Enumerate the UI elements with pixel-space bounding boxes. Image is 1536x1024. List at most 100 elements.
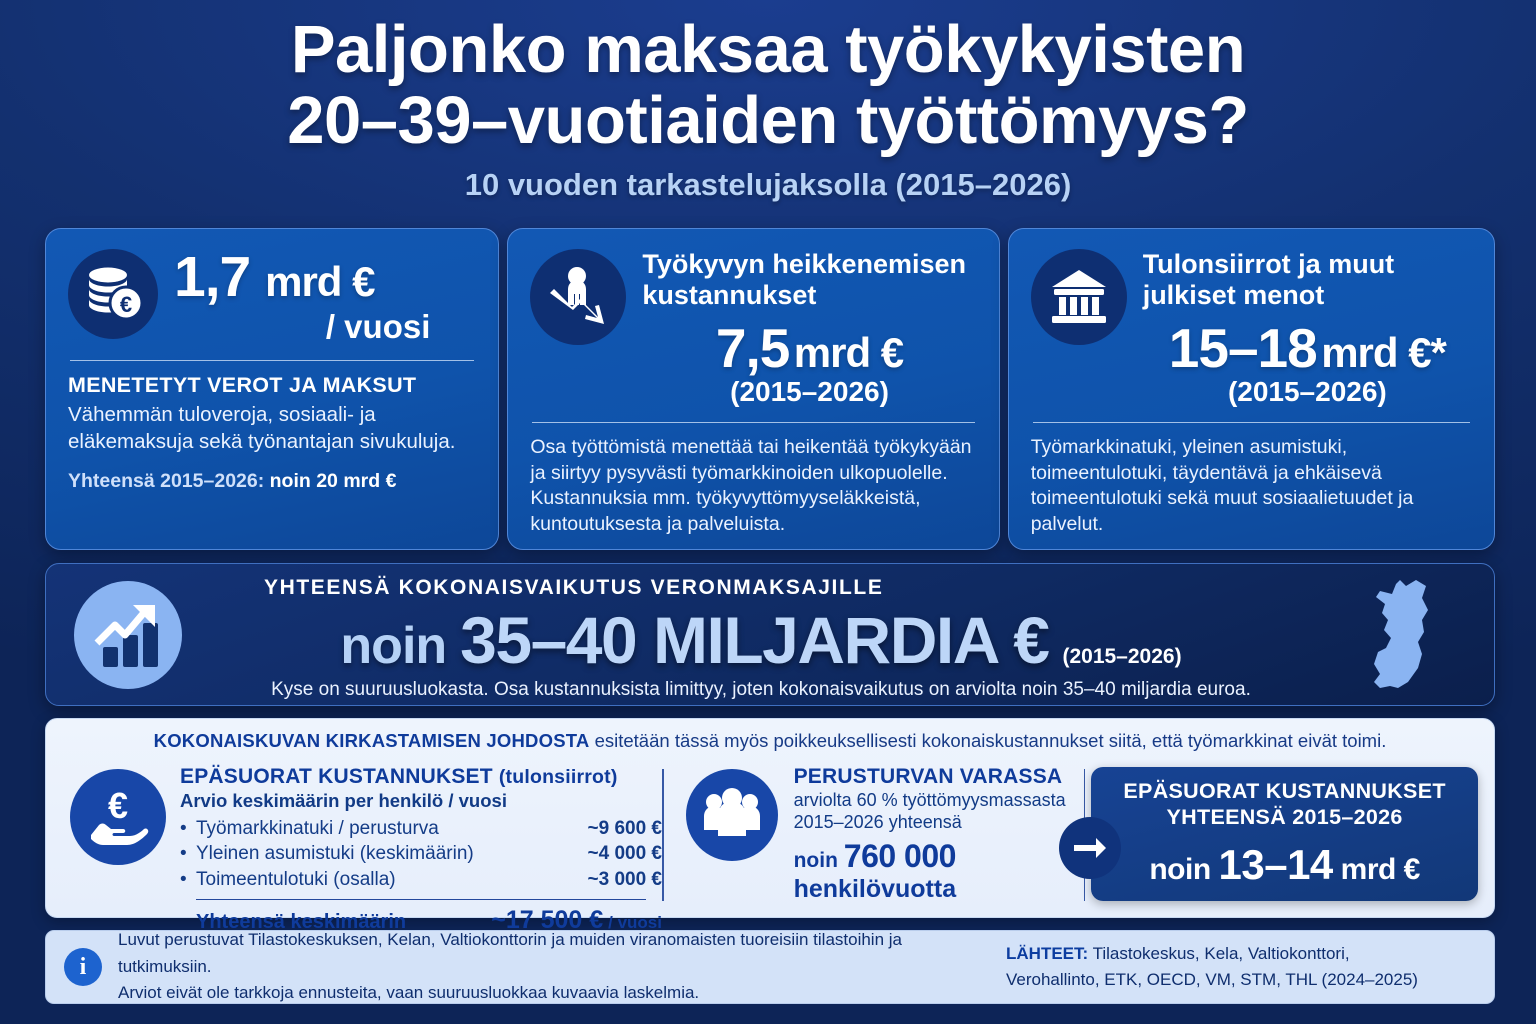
block-sub-1: arviolta 60 % työttömyysmassasta: [793, 790, 1066, 810]
summary-label: Yhteensä 2015–2026:: [68, 470, 265, 493]
indirect-costs-panel: KOKONAISKUVAN KIRKASTAMISEN JOHDOSTA esi…: [45, 718, 1495, 934]
coin-stack-euro-icon: €: [68, 249, 158, 339]
bullet-icon: •: [180, 818, 187, 839]
box-amount-line: noin 13–14 mrd €: [1149, 841, 1420, 889]
arrow-right-icon: [1059, 817, 1122, 879]
card-header: € 1,7 mrd € / vuosi: [68, 249, 476, 346]
list-item: • Yleinen asumistuki (keskimäärin) ~4 00…: [180, 841, 662, 866]
card-figure: Työkyvyn heikkenemisen kustannukset 7,5 …: [642, 249, 976, 408]
row-value: ~4 000 €: [587, 843, 663, 865]
banner-years: (2015–2026): [1062, 645, 1182, 668]
divider: [70, 360, 475, 362]
footer-disclaimer: Luvut perustuvat Tilastokeskuksen, Kelan…: [118, 927, 990, 1006]
banner-kicker: YHTEENSÄ KOKONAISVAIKUTUS VERONMAKSAJILL…: [264, 576, 884, 599]
person-declining-arrow-icon: [530, 249, 627, 345]
amount-unit: mrd €*: [1321, 328, 1447, 376]
headcount-noin: noin: [793, 849, 838, 872]
card-figure: Tulonsiirrot ja muut julkiset menot 15–1…: [1143, 249, 1472, 408]
page-title: Paljonko maksaa työkykyisten 20–39–vuoti…: [0, 0, 1536, 156]
amount-line: 1,7 mrd €: [174, 249, 476, 306]
box-title-line-2: YHTEENSÄ 2015–2026: [1166, 804, 1403, 829]
growth-chart-arrow-icon: [74, 581, 182, 689]
amount-line: 7,5 mrd €: [642, 316, 976, 380]
row-value: ~9 600 €: [587, 818, 663, 839]
card-label: MENETETYT VEROT JA MAKSUT: [68, 373, 417, 398]
stat-card-transfers: Tulonsiirrot ja muut julkiset menot 15–1…: [1007, 228, 1495, 550]
panel-note: KOKONAISKUVAN KIRKASTAMISEN JOHDOSTA esi…: [62, 730, 1478, 752]
people-group-icon: [685, 769, 778, 861]
banner-content: YHTEENSÄ KOKONAISVAIKUTUS VERONMAKSAJILL…: [196, 576, 1326, 701]
list-item: • Työmarkkinatuki / perusturva ~9 600 €: [180, 816, 662, 841]
total-impact-banner: YHTEENSÄ KOKONAISVAIKUTUS VERONMAKSAJILL…: [45, 563, 1495, 706]
svg-text:€: €: [120, 292, 132, 317]
stat-card-work-ability: Työkyvyn heikkenemisen kustannukset 7,5 …: [507, 228, 1000, 550]
footer-sources-text: LÄHTEET: Tilastokeskus, Kela, Valtiokont…: [1006, 941, 1476, 994]
banner-noin: noin: [340, 617, 447, 675]
stat-card-row: € 1,7 mrd € / vuosi MENETETYT VEROT JA M…: [45, 228, 1495, 550]
amount-value: 15–18: [1168, 316, 1318, 379]
basic-security-block: PERUSTURVAN VARASSA arviolta 60 % työttö…: [664, 765, 1084, 911]
card-title: Työkyvyn heikkenemisen kustannukset: [642, 249, 967, 311]
box-noin: noin: [1149, 853, 1211, 887]
euro-hand-icon: €: [70, 769, 166, 865]
amount-unit: mrd €: [265, 258, 375, 305]
card-title: Tulonsiirrot ja muut julkiset menot: [1142, 249, 1395, 311]
banner-note: Kyse on suuruusluokasta. Osa kustannuksi…: [271, 679, 1251, 700]
total-row: Yhteensä keskimäärin ~17 500 € / vuosi: [180, 906, 662, 935]
stat-card-lost-taxes: € 1,7 mrd € / vuosi MENETETYT VEROT JA M…: [45, 228, 500, 550]
card-figure: 1,7 mrd € / vuosi: [174, 249, 476, 346]
block-title-paren: (tulonsiirrot): [498, 766, 618, 788]
summary-value: noin 20 mrd €: [269, 470, 397, 493]
row-name: Toimeentulotuki (osalla): [196, 868, 396, 890]
total-period: / vuosi: [608, 913, 662, 933]
bank-building-icon: [1030, 249, 1127, 345]
indirect-total-block: EPÄSUORAT KUSTANNUKSET YHTEENSÄ 2015–202…: [1059, 765, 1478, 911]
indirect-costs-block: € EPÄSUORAT KUSTANNUKSET (tulonsiirrot) …: [62, 765, 662, 934]
svg-text:€: €: [108, 787, 128, 826]
sources-text-1: Tilastokeskus, Kela, Valtiokonttori,: [1088, 943, 1350, 963]
column-divider: [662, 769, 664, 901]
footer-sources: i Luvut perustuvat Tilastokeskuksen, Kel…: [45, 930, 1495, 1004]
amount-years: (2015–2026): [730, 375, 889, 407]
banner-amount-line: noin 35–40 MILJARDIA € (2015–2026): [196, 602, 1326, 678]
card-body: Työmarkkinatuki, yleinen asumistuki, toi…: [1030, 436, 1414, 536]
total-label: Yhteensä keskimäärin: [196, 911, 407, 934]
block-title: EPÄSUORAT KUSTANNUKSET (tulonsiirrot): [180, 765, 662, 789]
amount-value: 7,5: [715, 316, 790, 379]
headcount-unit: henkilövuotta: [793, 875, 957, 903]
bullet-icon: •: [180, 843, 187, 865]
sources-label: LÄHTEET:: [1006, 943, 1089, 963]
block-title-main: EPÄSUORAT KUSTANNUKSET: [180, 765, 493, 788]
indirect-costs-content: EPÄSUORAT KUSTANNUKSET (tulonsiirrot) Ar…: [180, 765, 662, 934]
amount-unit: mrd €: [793, 328, 904, 376]
amount-years: (2015–2026): [1227, 375, 1387, 407]
card-header: Työkyvyn heikkenemisen kustannukset 7,5 …: [530, 249, 976, 408]
banner-amount: 35–40 MILJARDIA €: [460, 603, 1050, 677]
sources-line-2: Verohallinto, ETK, OECD, VM, STM, THL (2…: [1006, 970, 1418, 989]
list-item: • Toimeentulotuki (osalla) ~3 000 €: [180, 867, 662, 892]
amount-period: / vuosi: [325, 308, 431, 345]
card-body: Osa työttömistä menettää tai heikentää t…: [530, 436, 972, 536]
card-summary: Yhteensä 2015–2026: noin 20 mrd €: [68, 470, 476, 493]
finland-map-icon: [1360, 576, 1472, 694]
divider: [532, 421, 975, 424]
card-header: Tulonsiirrot ja muut julkiset menot 15–1…: [1030, 249, 1472, 408]
block-sub-2: 2015–2026 yhteensä: [793, 812, 962, 832]
footer-line-1: Luvut perustuvat Tilastokeskuksen, Kelan…: [118, 930, 902, 976]
indirect-total-box: EPÄSUORAT KUSTANNUKSET YHTEENSÄ 2015–202…: [1091, 767, 1478, 901]
headcount-value: 760 000: [843, 838, 957, 874]
page-subtitle: 10 vuoden tarkastelujaksolla (2015–2026): [464, 167, 1072, 203]
amount-line: 15–18 mrd €*: [1143, 316, 1472, 380]
title-line-1: Paljonko maksaa työkykyisten: [290, 12, 1246, 87]
card-body: Vähemmän tuloveroja, sosiaali- ja eläkem…: [68, 403, 456, 454]
row-value: ~3 000 €: [587, 868, 663, 890]
footer-line-2: Arviot eivät ole tarkkoja ennusteita, va…: [118, 983, 700, 1003]
cost-rows: • Työmarkkinatuki / perusturva ~9 600 € …: [180, 816, 662, 892]
headcount-line: noin 760 000: [794, 838, 1084, 875]
box-unit: mrd €: [1340, 853, 1421, 887]
row-name: Yleinen asumistuki (keskimäärin): [196, 843, 474, 865]
bullet-icon: •: [180, 868, 187, 890]
info-icon: i: [64, 948, 102, 986]
box-value: 13–14: [1218, 841, 1334, 889]
